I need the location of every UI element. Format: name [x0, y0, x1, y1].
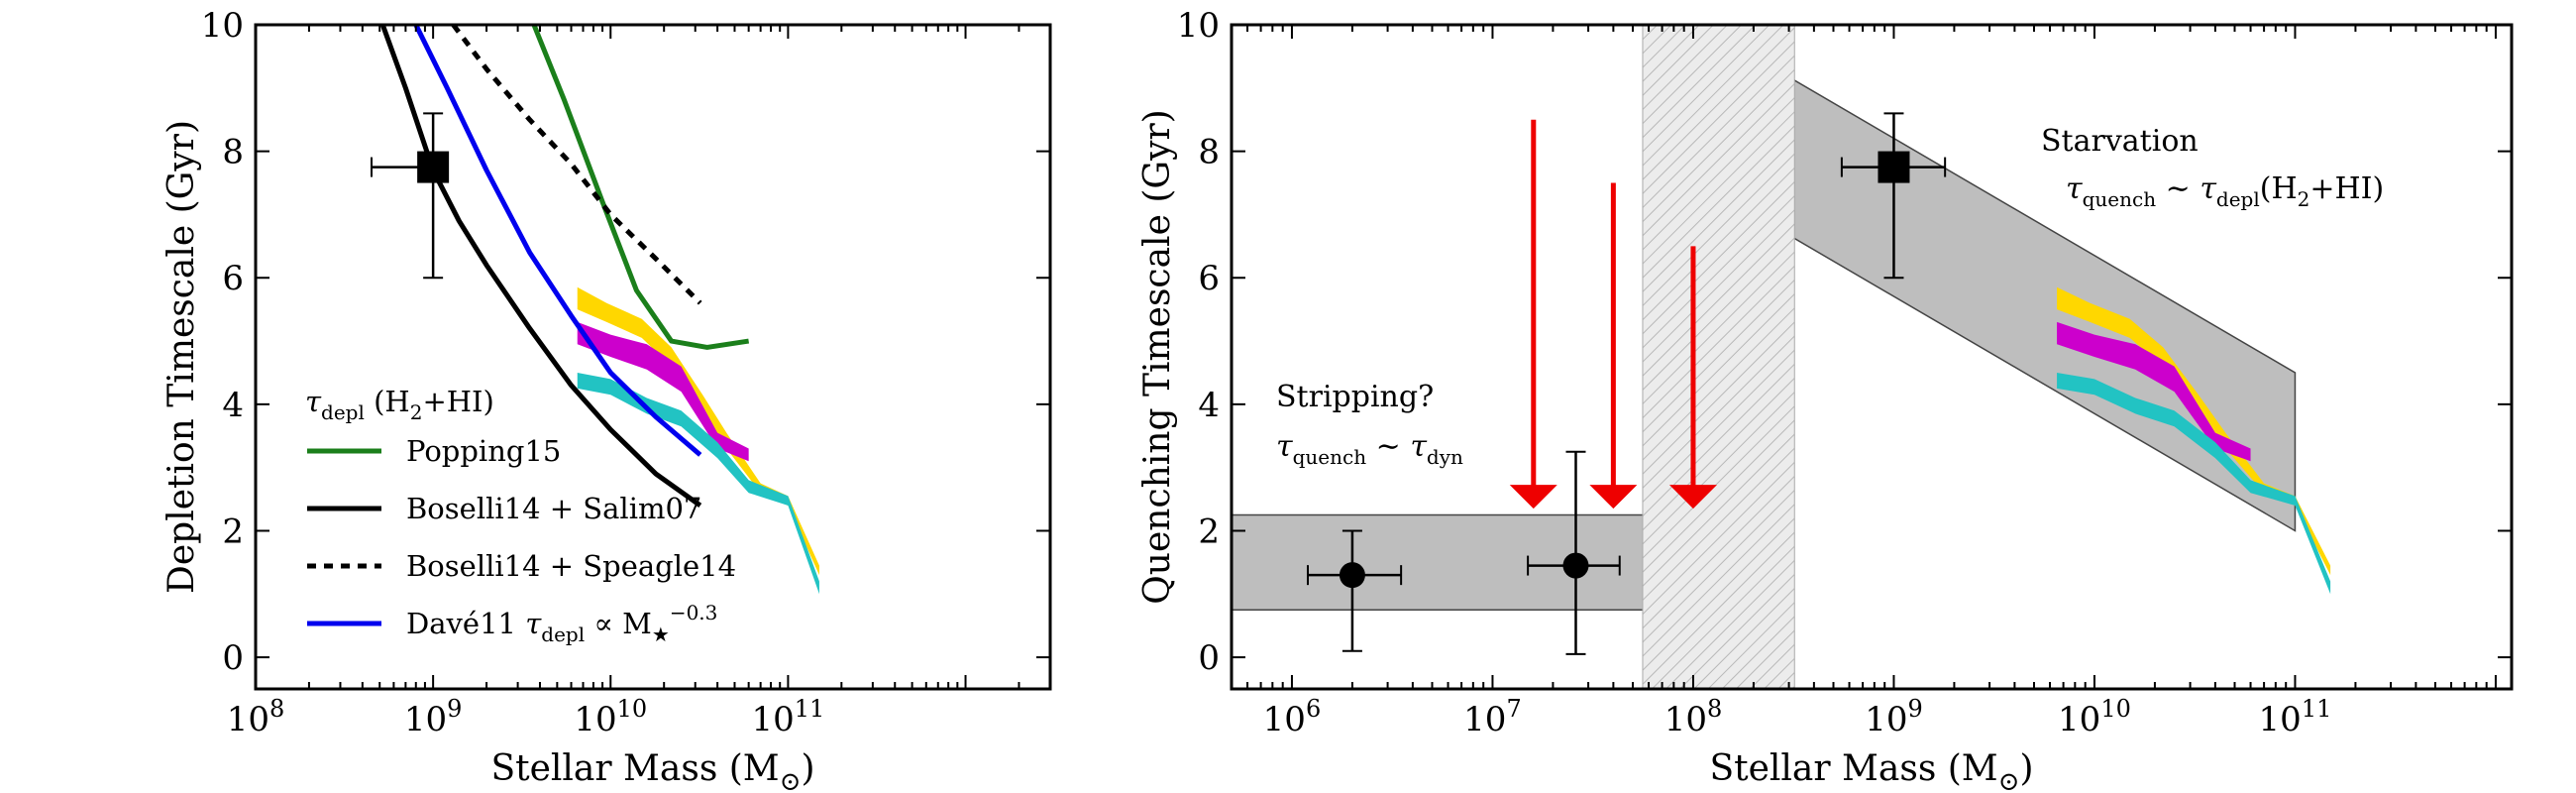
x-tick-label: 109 — [1865, 695, 1923, 739]
x-tick-label: 1010 — [574, 695, 647, 739]
axes-frame — [1230, 23, 2514, 691]
y-tick-label: 6 — [222, 259, 244, 298]
circle-marker — [1562, 552, 1589, 579]
starvation-box — [1753, 55, 2297, 532]
y-axis-label: Depletion Timescale (Gyr) — [161, 120, 202, 594]
x-tick-label: 1011 — [2259, 695, 2332, 739]
square-marker — [417, 151, 450, 183]
data-point-0 — [1306, 529, 1403, 652]
band-0 — [2057, 286, 2331, 576]
y-tick-label: 0 — [1198, 638, 1220, 678]
y-tick-label: 4 — [222, 386, 244, 425]
band-1 — [577, 321, 749, 462]
data-point-0 — [371, 112, 450, 280]
stripping-box — [1232, 513, 1694, 611]
data-point-1 — [1527, 450, 1621, 655]
series-line-3 — [413, 25, 702, 457]
x-axis-label: Stellar Mass (M⊙) — [490, 748, 814, 793]
y-tick-label: 6 — [1198, 259, 1220, 298]
data-point-2 — [1840, 112, 1947, 280]
panel-right: 0 2 4 6 8 10 106 107 108 109 1010 1011 Stellar Mass … — [1137, 6, 2514, 793]
x-tick-label: 108 — [1664, 695, 1723, 739]
hatched-band — [1642, 25, 1795, 689]
band-0 — [577, 286, 819, 576]
arrow-head-0 — [1509, 485, 1557, 510]
arrow-head-1 — [1589, 485, 1638, 510]
axes-frame — [254, 23, 1052, 691]
series-line-2 — [451, 25, 702, 305]
y-tick-label: 2 — [222, 511, 244, 551]
legend-title: τdepl (H2+HI) — [305, 385, 494, 424]
legend-label-2: Boselli14 + Speagle14 — [406, 549, 736, 583]
series-line-1 — [379, 25, 702, 508]
annotation-starvation-formula: τquench ∼ τdepl(H2+HI) — [2066, 171, 2384, 211]
x-tick-label: 107 — [1463, 695, 1522, 739]
x-tick-label: 109 — [404, 695, 463, 739]
y-tick-label: 8 — [1198, 133, 1220, 172]
legend: τdepl (H2+HI) Popping15 Boselli14 + Salim0… — [305, 385, 736, 646]
series-line-0 — [531, 25, 750, 350]
y-tick-label: 2 — [1198, 511, 1220, 551]
annotation-stripping-title: Stripping? — [1276, 380, 1434, 414]
y-axis-label: Quenching Timescale (Gyr) — [1137, 109, 1178, 604]
panel-left: 0 2 4 6 8 10 108 109 1010 1011 Stellar Mass (M⊙) De… — [161, 6, 1052, 793]
legend-label-1: Boselli14 + Salim07 — [406, 492, 701, 525]
x-tick-label: 1011 — [751, 695, 824, 739]
circle-marker — [1339, 562, 1365, 589]
y-tick-label: 10 — [1177, 6, 1220, 46]
annotation-starvation-title: Starvation — [2041, 124, 2199, 159]
annotation-stripping-formula: τquench ∼ τdyn — [1276, 429, 1463, 469]
legend-label-3: Davé11 τdepl ∝ M★−0.3 — [406, 601, 717, 646]
arrow-head-2 — [1668, 485, 1717, 510]
y-tick-label: 4 — [1198, 386, 1220, 425]
legend-label-0: Popping15 — [406, 434, 561, 468]
x-axis-label: Stellar Mass (M⊙) — [1709, 748, 2033, 793]
x-tick-label: 108 — [227, 695, 285, 739]
x-tick-label: 1010 — [2058, 695, 2131, 739]
square-marker — [1878, 151, 1910, 183]
y-tick-label: 10 — [201, 6, 244, 46]
x-tick-label: 106 — [1263, 695, 1322, 739]
plot-area-left — [371, 25, 819, 595]
band-1 — [2057, 321, 2251, 462]
y-tick-label: 0 — [222, 638, 244, 678]
y-tick-label: 8 — [222, 133, 244, 172]
plot-area-right — [1232, 25, 2331, 689]
